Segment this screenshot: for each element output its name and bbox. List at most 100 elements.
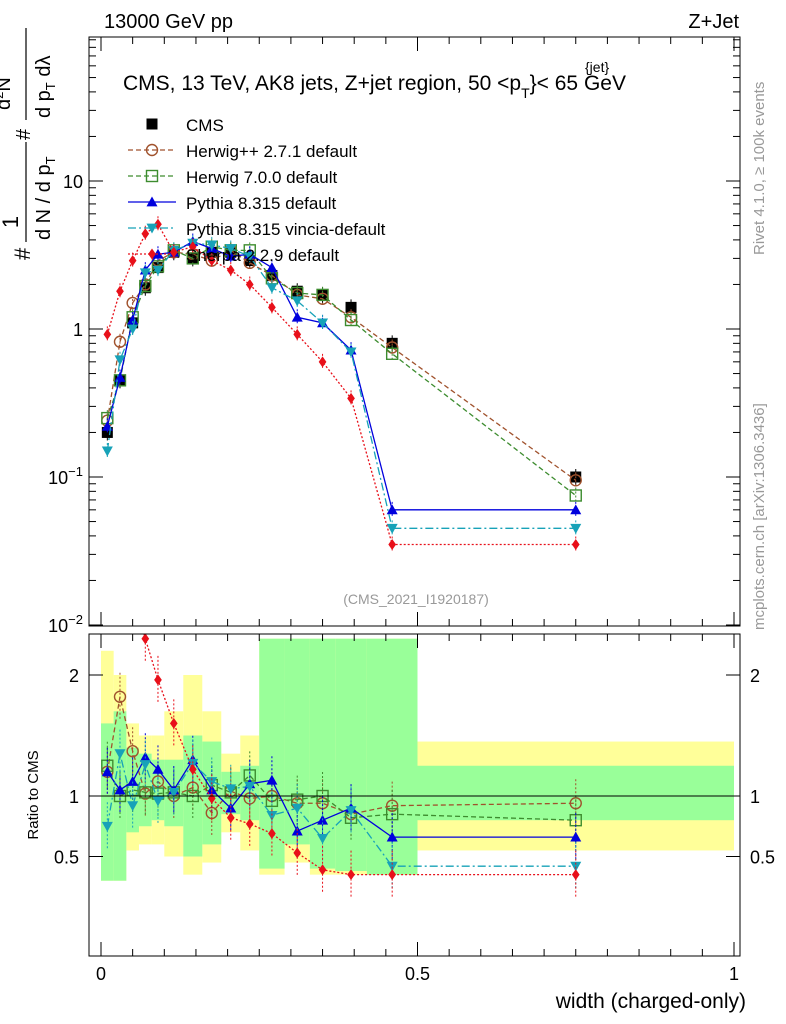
main-plot: 10−2 10−1 1 10 (48, 36, 741, 636)
ratio-point-sherpa-2-2-9-default (293, 847, 302, 859)
ratio-point-pythia-8-315-default (101, 766, 113, 777)
ratio-point-pythia-8-315-vincia-default (317, 833, 329, 844)
point-pythia-8-315-vincia-default (244, 251, 256, 262)
point-pythia-8-315-default (225, 250, 237, 261)
point-sherpa-2-2-9-default (318, 356, 327, 368)
point-herwig-7-0-0-default (316, 288, 329, 302)
chart-title-main: CMS, 13 TeV, AK8 jets, Z+jet region, 50 … (123, 72, 521, 95)
point-pythia-8-315-vincia-default (225, 244, 237, 254)
point-herwig-2-7-1-default (569, 474, 582, 487)
point-pythia-8-315-vincia-default (127, 324, 139, 335)
band-inner-bin (335, 638, 367, 872)
legend-label-sherpa-2-2-9-default: Sherpa 2.2.9 default (186, 246, 339, 265)
point-sherpa-2-2-9-default (388, 538, 397, 550)
ylabel-one: 1 (0, 216, 23, 228)
x-axis-label: width (charged-only) (555, 990, 746, 1013)
ratio-point-sherpa-2-2-9-default (116, 428, 124, 439)
point-herwig-7-0-0-default (139, 279, 152, 293)
side-label-rivet: Rivet 4.1.0, ≥ 100k events (751, 82, 768, 255)
header-left: 13000 GeV pp (104, 11, 233, 33)
point-pythia-8-315-vincia-default (291, 296, 303, 307)
ylabel-dn-dpt: d N / d pT (33, 156, 58, 240)
ratio-point-herwig-7-0-0-default (265, 794, 279, 808)
ratio-point-sherpa-2-2-9-default (388, 869, 397, 881)
ratio-point-pythia-8-315-default (266, 774, 278, 785)
point-sherpa-2-2-9-default (571, 538, 580, 550)
ratio-line-pythia-8-315-vincia-default (106, 753, 576, 867)
point-pythia-8-315-default (570, 504, 582, 515)
y-axis-label-main: # 1 d N / d pT # d2N d pT dλ (0, 28, 58, 260)
ylabel-dpt-dlambda: d pT dλ (33, 56, 58, 118)
ratio-point-herwig-7-0-0-default (139, 786, 152, 799)
point-herwig-2-7-1-default (385, 341, 399, 354)
point-pythia-8-315-vincia-default (386, 523, 398, 534)
legend-label-herwig-2-7-1-default: Herwig++ 2.7.1 default (186, 142, 357, 161)
ratio-point-pythia-8-315-vincia-default (225, 784, 237, 795)
ratio-y-tick-label-right: 2 (750, 666, 760, 686)
ratio-point-sherpa-2-2-9-default (571, 869, 580, 881)
ratio-point-pythia-8-315-default (127, 775, 139, 786)
chart-title-suffix: }< 65 GeV (530, 72, 626, 95)
point-cms (345, 301, 357, 313)
point-pythia-8-315-vincia-default (570, 523, 582, 534)
ratio-point-pythia-8-315-default (206, 784, 218, 795)
point-pythia-8-315-vincia-default (114, 355, 126, 366)
ratio-point-sherpa-2-2-9-default (188, 763, 197, 775)
ratio-point-sherpa-2-2-9-default (347, 869, 355, 881)
ratio-point-pythia-8-315-default (114, 784, 126, 795)
point-pythia-8-315-default (114, 372, 126, 382)
series-line-pythia-8-315-default (106, 240, 576, 511)
ratio-point-pythia-8-315-vincia-default (206, 777, 218, 787)
point-sherpa-2-2-9-default (188, 241, 197, 253)
ratio-point-pythia-8-315-vincia-default (168, 787, 180, 798)
ylabel-d2n: d2N (0, 77, 15, 110)
x-tick-label: 0 (96, 964, 106, 984)
point-herwig-7-0-0-default (385, 347, 399, 360)
point-herwig-7-0-0-default (344, 313, 358, 327)
point-herwig-7-0-0-default (186, 252, 199, 265)
ratio-point-sherpa-2-2-9-default (154, 674, 162, 686)
legend-marker-herwig-7-0-0-default (145, 169, 159, 183)
ratio-point-herwig-7-0-0-default (385, 807, 399, 821)
y-tick-label: 10−1 (48, 464, 83, 488)
ratio-point-pythia-8-315-vincia-default (139, 760, 151, 771)
point-pythia-8-315-vincia-default (152, 265, 164, 276)
point-pythia-8-315-vincia-default (101, 446, 113, 457)
ratio-point-pythia-8-315-vincia-default (244, 781, 256, 792)
point-sherpa-2-2-9-default (207, 255, 216, 267)
ratio-point-pythia-8-315-default (152, 763, 164, 774)
point-pythia-8-315-default (127, 314, 139, 325)
ratio-point-pythia-8-315-vincia-default (345, 806, 357, 817)
point-sherpa-2-2-9-default (103, 328, 112, 340)
point-sherpa-2-2-9-default (226, 264, 235, 276)
ratio-y-tick-label-right: 0.5 (750, 848, 775, 868)
ratio-point-sherpa-2-2-9-default (245, 818, 254, 830)
point-pythia-8-315-default (291, 311, 303, 322)
point-sherpa-2-2-9-default (245, 278, 254, 290)
ratio-y-tick-label: 2 (69, 666, 79, 686)
point-pythia-8-315-default (386, 504, 398, 515)
ratio-point-sherpa-2-2-9-default (268, 828, 276, 840)
ratio-point-sherpa-2-2-9-default (226, 812, 235, 824)
chart-title-sup: {jet} (585, 59, 609, 75)
ratio-point-sherpa-2-2-9-default (103, 367, 111, 378)
analysis-tag: (CMS_2021_I1920187) (343, 591, 489, 607)
ratio-line-herwig-2-7-1-default (106, 696, 576, 815)
ratio-point-pythia-8-315-default (570, 831, 582, 842)
ratio-point-sherpa-2-2-9-default (141, 634, 150, 645)
band-inner-bin (309, 638, 336, 869)
x-tick-label: 0.5 (405, 964, 430, 984)
legend-marker-sherpa-2-2-9-default (148, 248, 156, 260)
point-sherpa-2-2-9-default (293, 328, 302, 340)
point-pythia-8-315-vincia-default (206, 240, 218, 251)
legend-label-pythia-8-315-default: Pythia 8.315 default (186, 194, 337, 213)
point-sherpa-2-2-9-default (268, 301, 276, 313)
series-line-herwig-7-0-0-default (106, 245, 577, 497)
point-sherpa-2-2-9-default (154, 218, 162, 230)
band-inner-bin (101, 723, 114, 881)
legend-marker-cms (146, 118, 158, 130)
ratio-point-sherpa-2-2-9-default (129, 585, 137, 596)
point-cms (386, 337, 398, 349)
ratio-line-herwig-7-0-0-default (106, 765, 576, 821)
